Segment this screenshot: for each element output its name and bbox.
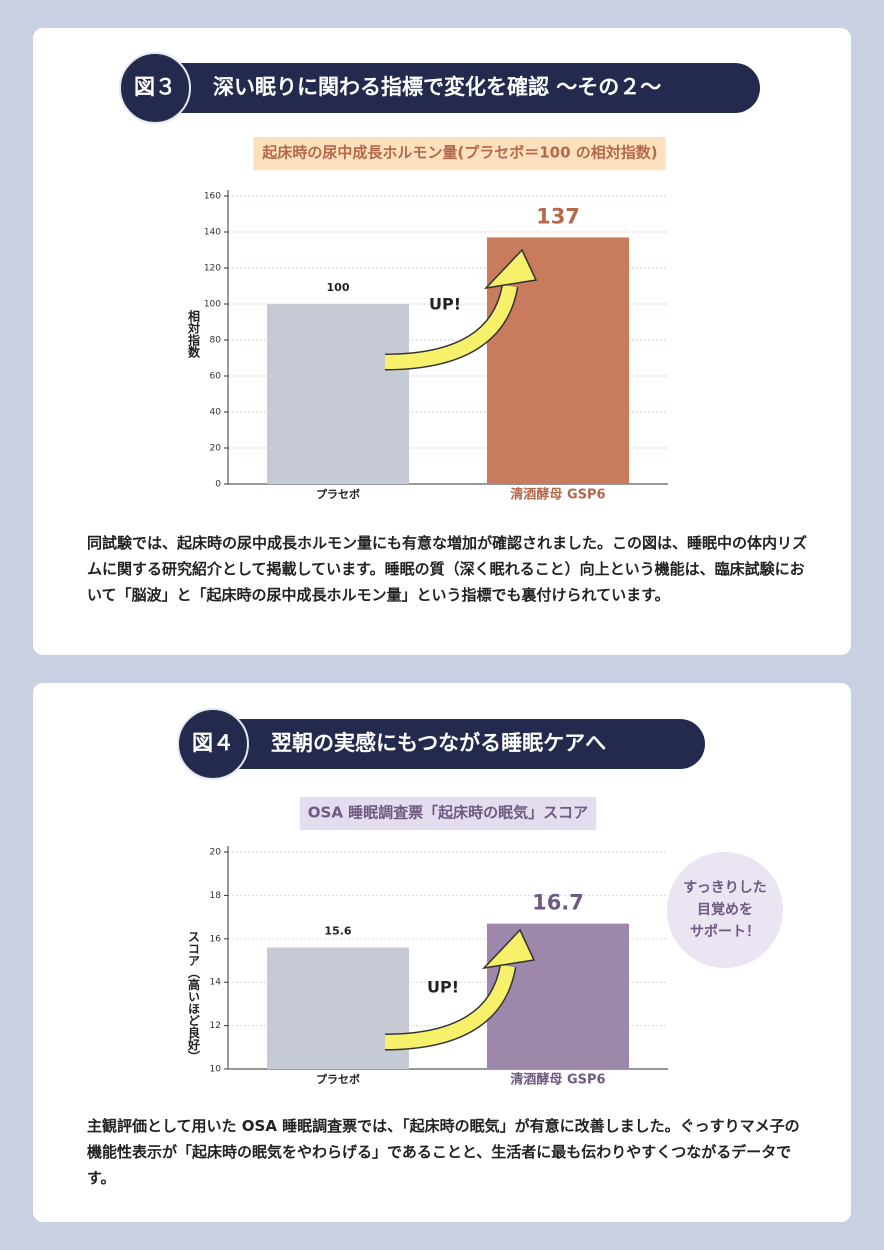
arrow-body bbox=[384, 964, 515, 1049]
y-tick-label: 140 bbox=[204, 228, 221, 238]
y-axis-label: スコア（高いほど良好） bbox=[187, 931, 201, 1063]
badge bbox=[177, 708, 249, 780]
x-tick-label: 清酒酵母 GSP6 bbox=[510, 487, 605, 503]
y-tick-label: 160 bbox=[204, 192, 221, 202]
y-tick-label: 100 bbox=[204, 300, 221, 310]
value-label: 15.6 bbox=[324, 924, 351, 937]
card bbox=[33, 683, 851, 1222]
badge-label: 図４ bbox=[192, 731, 234, 755]
arrow-body bbox=[384, 284, 517, 369]
callout-text: 目覚めを bbox=[697, 901, 753, 918]
y-tick-label: 0 bbox=[215, 480, 221, 490]
value-label: 16.7 bbox=[532, 891, 584, 915]
x-tick-label: 清酒酵母 GSP6 bbox=[510, 1072, 605, 1088]
arrow-head bbox=[483, 248, 538, 290]
heading: 深い眠りに関わる指標で変化を確認 〜その２〜 bbox=[213, 75, 661, 99]
value-label: 100 bbox=[327, 281, 350, 294]
heading-pill bbox=[155, 63, 760, 113]
caption: 主観評価として用いた OSA 睡眠調査票では、「起床時の眠気」が有意に改善しまし… bbox=[87, 1117, 800, 1187]
y-tick-label: 16 bbox=[210, 934, 222, 944]
bar bbox=[267, 947, 409, 1069]
callout-text: すっきりした bbox=[683, 880, 766, 896]
chart-title-box bbox=[299, 797, 597, 830]
heading: 翌朝の実感にもつながる睡眠ケアへ bbox=[271, 731, 606, 755]
badge bbox=[119, 52, 191, 124]
y-tick-label: 20 bbox=[210, 444, 222, 454]
chart-title: OSA 睡眠調査票「起床時の眠気」スコア bbox=[308, 804, 588, 822]
y-tick-label: 12 bbox=[210, 1021, 221, 1031]
y-tick-label: 10 bbox=[210, 1065, 222, 1075]
heading-pill bbox=[213, 719, 705, 769]
badge-label: 図３ bbox=[134, 75, 176, 99]
y-tick-label: 40 bbox=[210, 408, 222, 418]
y-tick-label: 20 bbox=[210, 848, 222, 858]
y-tick-label: 14 bbox=[210, 978, 222, 988]
chart-title-box bbox=[253, 137, 666, 170]
value-label: 137 bbox=[536, 204, 580, 228]
y-tick-label: 80 bbox=[210, 336, 222, 346]
annotation: UP! bbox=[427, 978, 459, 997]
annotation: UP! bbox=[429, 295, 461, 314]
y-tick-label: 120 bbox=[204, 264, 221, 274]
x-tick-label: プラセボ bbox=[316, 487, 360, 501]
y-axis-label: 相対指数 bbox=[187, 309, 201, 359]
callout-text: サポート！ bbox=[690, 923, 760, 940]
y-tick-label: 18 bbox=[210, 891, 222, 901]
bar bbox=[267, 304, 409, 484]
arrow-head bbox=[481, 928, 536, 970]
callout-bubble bbox=[667, 852, 783, 968]
card bbox=[33, 28, 851, 655]
chart-title: 起床時の尿中成長ホルモン量(プラセボ＝100 の相対指数) bbox=[261, 144, 657, 162]
x-tick-label: プラセボ bbox=[316, 1072, 360, 1086]
y-tick-label: 60 bbox=[210, 372, 222, 382]
caption: 同試験では、起床時の尿中成長ホルモン量にも有意な増加が確認されました。この図は、… bbox=[87, 534, 808, 604]
